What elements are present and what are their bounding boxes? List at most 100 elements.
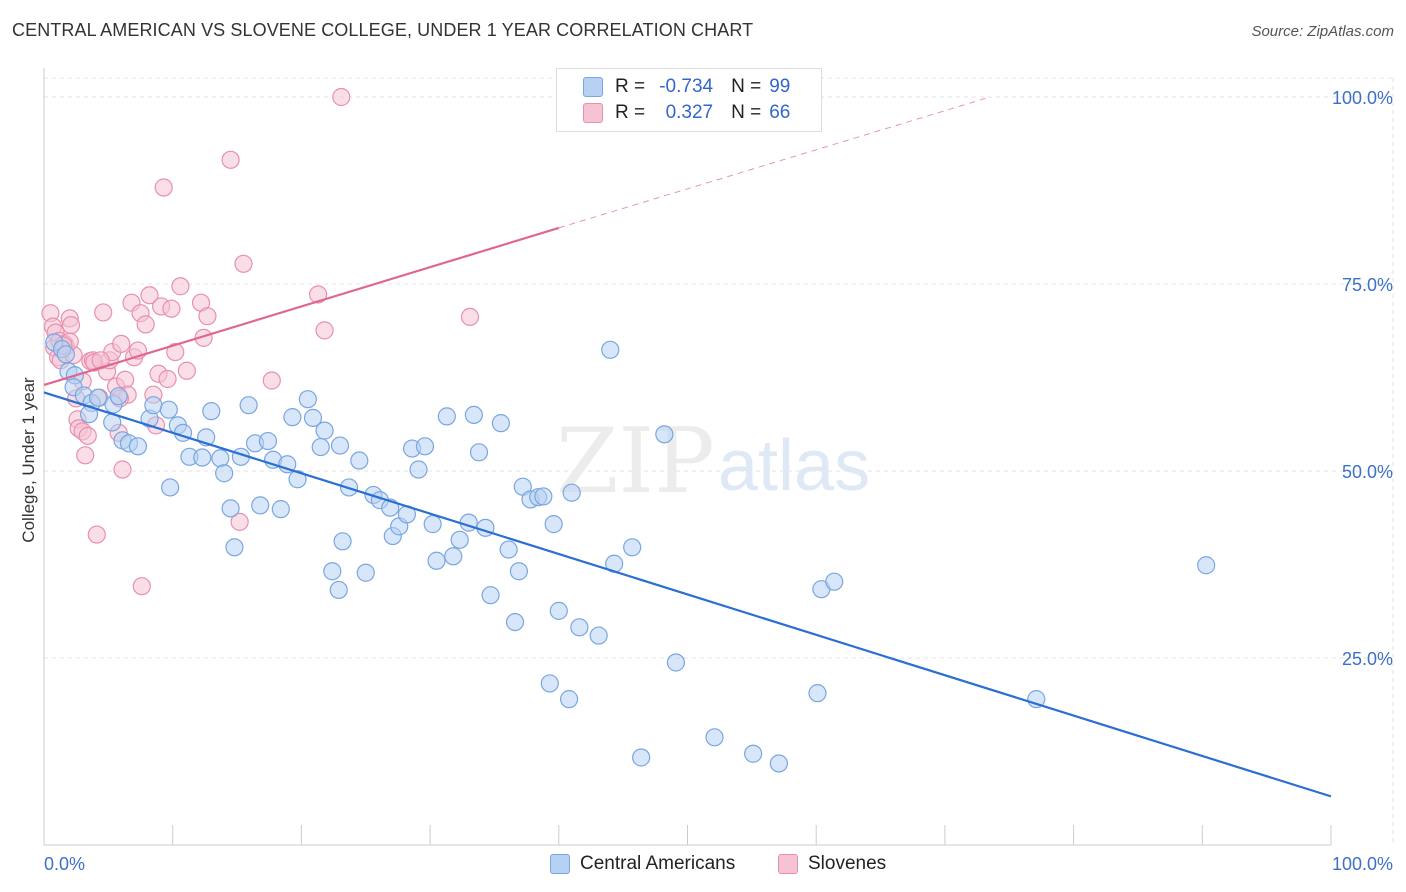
central-american-point bbox=[499, 540, 518, 559]
axes bbox=[43, 68, 1332, 846]
central-american-point bbox=[505, 612, 525, 632]
central-american-point bbox=[350, 451, 369, 470]
central-american-point bbox=[589, 626, 608, 645]
central-american-point bbox=[544, 515, 563, 534]
legend-n-label: N = bbox=[731, 102, 762, 123]
central-american-point bbox=[423, 515, 442, 534]
central-american-point bbox=[632, 748, 651, 767]
central-american-point bbox=[215, 464, 234, 483]
central-american-point bbox=[323, 562, 342, 581]
central-american-point bbox=[161, 478, 180, 497]
central-american-point bbox=[415, 437, 435, 456]
legend-row-central-americans: R = -0.734 N = 99 bbox=[583, 74, 790, 100]
watermark-zip: ZIP bbox=[556, 409, 715, 514]
slovene-point bbox=[115, 370, 135, 389]
central-american-point bbox=[562, 483, 581, 502]
central-american-point bbox=[491, 414, 510, 433]
central-american-point bbox=[109, 387, 128, 406]
trend-lines bbox=[43, 96, 1332, 798]
bottom-legend-swatch-blue bbox=[550, 854, 570, 874]
legend-n-value: 99 bbox=[769, 76, 791, 97]
central-american-point bbox=[444, 547, 463, 566]
bottom-legend-slovenes: Slovenes bbox=[778, 852, 886, 876]
y-tick-label: 25.0% bbox=[1342, 649, 1393, 669]
legend-swatch-pink bbox=[583, 103, 603, 123]
slovene-point bbox=[262, 371, 281, 390]
central-americans-trend-line bbox=[43, 391, 1332, 798]
central-american-point bbox=[559, 690, 579, 709]
central-american-point bbox=[211, 449, 230, 468]
slovene-point bbox=[234, 254, 253, 273]
central-american-point bbox=[464, 405, 483, 424]
central-american-point bbox=[311, 437, 330, 457]
central-american-point bbox=[540, 674, 559, 693]
y-axis-label: College, Under 1 year bbox=[19, 377, 38, 543]
legend-r-value: 0.327 bbox=[665, 102, 714, 123]
central-american-point bbox=[202, 402, 221, 421]
legend-n-label: N = bbox=[731, 76, 762, 97]
slovene-point bbox=[171, 277, 190, 296]
central-american-point bbox=[655, 425, 674, 444]
central-american-point bbox=[356, 563, 375, 582]
slovene-point bbox=[460, 307, 480, 327]
central-american-point bbox=[509, 562, 529, 581]
central-american-point bbox=[330, 436, 350, 455]
y-tick-label: 75.0% bbox=[1342, 275, 1393, 295]
central-american-point bbox=[333, 532, 352, 551]
slovene-point bbox=[198, 307, 217, 326]
slovene-point bbox=[87, 525, 106, 544]
slovenes-trend-extension bbox=[558, 96, 991, 229]
central-american-point bbox=[298, 390, 317, 409]
legend-r-value: -0.734 bbox=[659, 76, 714, 97]
central-american-point bbox=[437, 407, 456, 426]
central-american-point bbox=[534, 487, 553, 506]
central-american-point bbox=[193, 448, 212, 467]
slovene-point bbox=[78, 426, 97, 445]
central-american-point bbox=[744, 744, 763, 763]
central-american-point bbox=[303, 408, 323, 427]
legend-r-label: R = bbox=[615, 76, 646, 97]
watermark: ZIP atlas bbox=[556, 409, 870, 514]
central-american-point bbox=[128, 437, 148, 456]
legend-n-value: 66 bbox=[769, 102, 791, 123]
slovene-point bbox=[154, 178, 173, 197]
slovene-point bbox=[76, 446, 95, 465]
slovene-point bbox=[315, 321, 334, 340]
slovene-point bbox=[177, 361, 196, 380]
central-american-point bbox=[469, 443, 489, 462]
central-american-point bbox=[88, 388, 108, 407]
central-american-point bbox=[601, 340, 620, 359]
slovene-point bbox=[140, 286, 159, 305]
central-american-point bbox=[239, 396, 258, 415]
central-american-point bbox=[288, 470, 307, 489]
central-american-point bbox=[570, 618, 589, 637]
central-american-point bbox=[825, 572, 844, 591]
central-american-point bbox=[427, 551, 446, 570]
central-american-point bbox=[315, 421, 334, 440]
slovenes-trend-line bbox=[43, 226, 560, 387]
bottom-legend-label: Slovenes bbox=[808, 853, 887, 874]
watermark-atlas: atlas bbox=[718, 426, 870, 506]
central-american-point bbox=[225, 538, 244, 557]
central-american-point bbox=[144, 396, 163, 415]
bottom-legend-label: Central Americans bbox=[580, 853, 736, 874]
x-tick-label: 0.0% bbox=[44, 854, 85, 874]
legend-swatch-blue bbox=[583, 77, 603, 97]
slovene-point bbox=[332, 87, 351, 107]
slovene-point bbox=[162, 299, 181, 318]
slovene-point bbox=[221, 150, 240, 169]
y-tick-label: 50.0% bbox=[1342, 462, 1393, 482]
slovene-point bbox=[112, 334, 131, 353]
central-american-point bbox=[283, 408, 302, 427]
central-american-point bbox=[271, 500, 290, 519]
bottom-legend-central-americans: Central Americans bbox=[550, 852, 735, 876]
chart-title: CENTRAL AMERICAN VS SLOVENE COLLEGE, UND… bbox=[12, 20, 754, 40]
y-tick-label: 100.0% bbox=[1332, 88, 1393, 108]
central-american-point bbox=[409, 460, 428, 479]
slovene-point bbox=[166, 342, 185, 362]
central-american-point bbox=[705, 728, 724, 747]
central-american-point bbox=[666, 653, 686, 672]
legend-r-label: R = bbox=[615, 102, 646, 123]
central-american-point bbox=[808, 684, 827, 703]
central-american-point bbox=[1197, 556, 1216, 575]
